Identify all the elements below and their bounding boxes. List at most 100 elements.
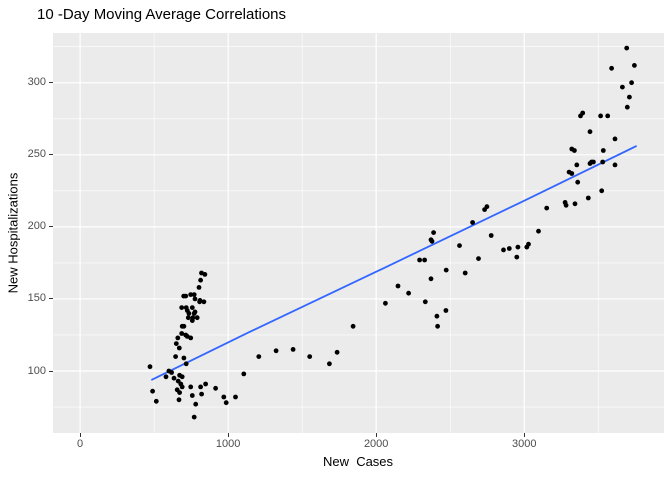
data-point: [185, 315, 191, 321]
data-point: [173, 341, 179, 346]
data-point: [501, 247, 506, 253]
data-point: [188, 384, 194, 390]
y-tick-mark: [49, 298, 53, 300]
data-point: [197, 298, 203, 303]
data-point: [196, 285, 202, 290]
y-tick-label: 100: [27, 364, 46, 377]
plot-panel: [53, 33, 664, 433]
data-point: [223, 400, 229, 406]
trend-line: [151, 145, 637, 381]
data-point: [585, 195, 591, 201]
data-point: [188, 292, 194, 297]
data-point: [273, 348, 279, 354]
data-point: [587, 129, 593, 135]
data-point: [395, 283, 401, 289]
y-tick-mark: [49, 370, 53, 372]
data-point: [163, 374, 169, 380]
data-point: [431, 230, 436, 236]
x-tick-mark: [375, 433, 377, 437]
data-point: [632, 63, 637, 68]
y-tick-label: 300: [27, 76, 46, 89]
data-point: [600, 159, 606, 165]
y-tick-mark: [49, 82, 53, 84]
data-point: [334, 349, 340, 355]
data-point: [526, 241, 531, 247]
data-point: [179, 305, 185, 310]
data-point: [563, 202, 569, 208]
plot-title: 10 -Day Moving Average Correlations: [37, 6, 287, 23]
data-point: [422, 299, 428, 305]
data-point: [179, 374, 185, 380]
data-point: [406, 290, 411, 296]
data-point: [176, 397, 182, 403]
data-point: [575, 179, 581, 185]
data-point: [199, 391, 205, 397]
x-tick-label: 3000: [511, 438, 537, 450]
data-point: [612, 136, 618, 142]
data-point: [624, 45, 630, 51]
data-point: [443, 308, 449, 313]
data-point: [476, 256, 481, 261]
data-point: [484, 204, 490, 210]
data-point: [515, 244, 521, 250]
data-point: [190, 315, 196, 321]
data-point: [233, 394, 238, 400]
data-point: [290, 347, 296, 352]
data-point: [203, 381, 209, 387]
data-point: [598, 113, 603, 119]
data-point: [189, 393, 195, 398]
data-point: [627, 94, 632, 100]
data-point: [173, 354, 178, 359]
data-point: [307, 354, 313, 359]
data-point: [169, 370, 174, 375]
data-point: [192, 296, 198, 302]
data-point: [506, 246, 512, 251]
data-point: [183, 293, 189, 299]
data-point: [422, 257, 427, 263]
data-point: [572, 201, 578, 207]
data-point: [171, 375, 177, 381]
data-point: [192, 309, 198, 315]
x-tick-mark: [227, 433, 229, 437]
scatter-chart: [53, 33, 664, 433]
data-point: [434, 313, 440, 319]
x-tick-mark: [523, 433, 525, 437]
x-tick-label: 0: [77, 438, 84, 450]
x-tick-mark: [79, 433, 81, 437]
data-point: [350, 323, 356, 329]
data-point: [181, 323, 187, 329]
data-point: [201, 299, 207, 305]
data-point: [591, 159, 596, 165]
data-point: [580, 110, 586, 116]
data-point: [572, 148, 577, 153]
data-point: [202, 272, 208, 277]
data-point: [620, 84, 625, 90]
data-point: [179, 384, 185, 390]
data-point: [191, 414, 197, 420]
data-point: [150, 388, 155, 394]
data-point: [177, 390, 182, 395]
y-tick-mark: [49, 154, 53, 156]
data-point: [488, 233, 494, 238]
data-point: [417, 257, 422, 263]
data-point: [569, 171, 575, 176]
data-point: [221, 394, 227, 400]
data-point: [609, 65, 614, 71]
data-point: [188, 335, 194, 341]
x-tick-label: 1000: [215, 438, 241, 450]
data-point: [462, 270, 468, 276]
data-point: [327, 361, 332, 367]
data-point: [383, 300, 388, 306]
data-point: [599, 188, 605, 194]
data-point: [256, 354, 262, 359]
data-point: [181, 355, 187, 361]
data-point: [605, 113, 611, 119]
x-tick-label: 2000: [363, 438, 389, 450]
data-point: [189, 305, 195, 310]
data-point: [629, 80, 634, 86]
data-point: [435, 323, 440, 329]
data-point: [600, 148, 606, 153]
y-tick-label: 200: [27, 220, 46, 233]
data-point: [241, 371, 247, 377]
data-point: [470, 220, 475, 225]
